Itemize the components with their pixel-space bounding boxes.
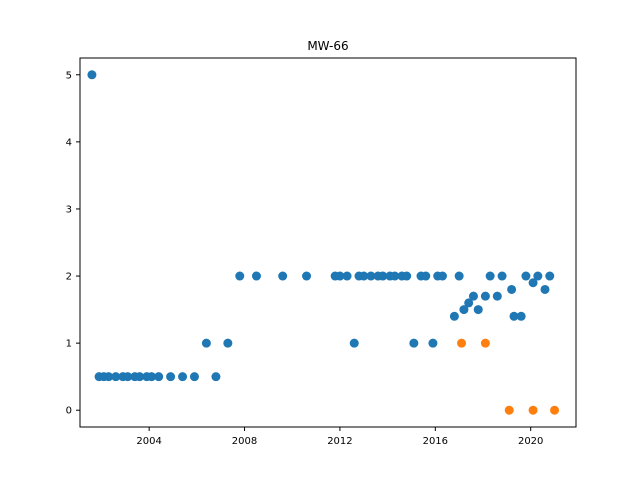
data-point xyxy=(342,271,352,281)
y-tick-label: 4 xyxy=(66,137,72,148)
data-point xyxy=(402,271,412,281)
data-point xyxy=(409,338,419,348)
data-point xyxy=(390,271,400,281)
data-point xyxy=(87,70,97,80)
data-point xyxy=(550,405,560,415)
y-tick-label: 5 xyxy=(66,70,72,81)
data-point xyxy=(464,298,474,308)
data-point xyxy=(359,271,369,281)
data-point xyxy=(223,338,233,348)
data-point xyxy=(437,271,447,281)
data-point xyxy=(528,405,538,415)
x-tick-label: 2012 xyxy=(327,436,352,447)
data-point xyxy=(492,291,502,301)
x-tick-label: 2004 xyxy=(136,436,161,447)
data-point xyxy=(509,311,519,321)
x-tick-label: 2008 xyxy=(232,436,257,447)
data-point xyxy=(459,305,469,315)
data-point xyxy=(533,271,543,281)
data-point xyxy=(449,311,459,321)
data-point xyxy=(485,271,495,281)
data-point xyxy=(201,338,211,348)
data-point xyxy=(166,372,176,382)
data-point xyxy=(540,284,550,294)
data-point xyxy=(468,291,478,301)
chart-title: MW-66 xyxy=(307,39,348,53)
data-point xyxy=(178,372,188,382)
data-point xyxy=(516,311,526,321)
data-point xyxy=(507,284,517,294)
data-point xyxy=(378,271,388,281)
data-point xyxy=(545,271,555,281)
data-point xyxy=(111,372,121,382)
data-point xyxy=(528,278,538,288)
y-axis: 0 1 2 3 4 5 xyxy=(66,70,80,417)
y-tick-label: 3 xyxy=(66,204,72,215)
data-point xyxy=(497,271,507,281)
series-1 xyxy=(87,70,555,382)
data-point xyxy=(480,291,490,301)
data-point xyxy=(251,271,261,281)
data-point xyxy=(480,338,490,348)
data-point xyxy=(154,372,164,382)
x-tick-label: 2016 xyxy=(423,436,448,447)
data-point xyxy=(189,372,199,382)
data-point xyxy=(504,405,514,415)
plot-area xyxy=(87,70,560,415)
data-point xyxy=(521,271,531,281)
data-point xyxy=(211,372,221,382)
data-point xyxy=(335,271,345,281)
data-point xyxy=(278,271,288,281)
x-axis: 2004 2008 2012 2016 2020 xyxy=(136,427,543,447)
data-point xyxy=(302,271,312,281)
y-tick-label: 1 xyxy=(66,339,72,350)
data-point xyxy=(366,271,376,281)
data-point xyxy=(473,305,483,315)
data-point xyxy=(104,372,114,382)
data-point xyxy=(428,338,438,348)
data-point xyxy=(135,372,145,382)
series-2 xyxy=(457,338,560,415)
data-point xyxy=(349,338,359,348)
data-point xyxy=(421,271,431,281)
axes-frame xyxy=(79,57,577,428)
data-point xyxy=(457,338,467,348)
y-tick-label: 2 xyxy=(66,272,72,283)
x-tick-label: 2020 xyxy=(518,436,543,447)
data-point xyxy=(454,271,464,281)
data-point xyxy=(147,372,157,382)
y-tick-label: 0 xyxy=(66,406,72,417)
data-point xyxy=(123,372,133,382)
data-point xyxy=(235,271,245,281)
